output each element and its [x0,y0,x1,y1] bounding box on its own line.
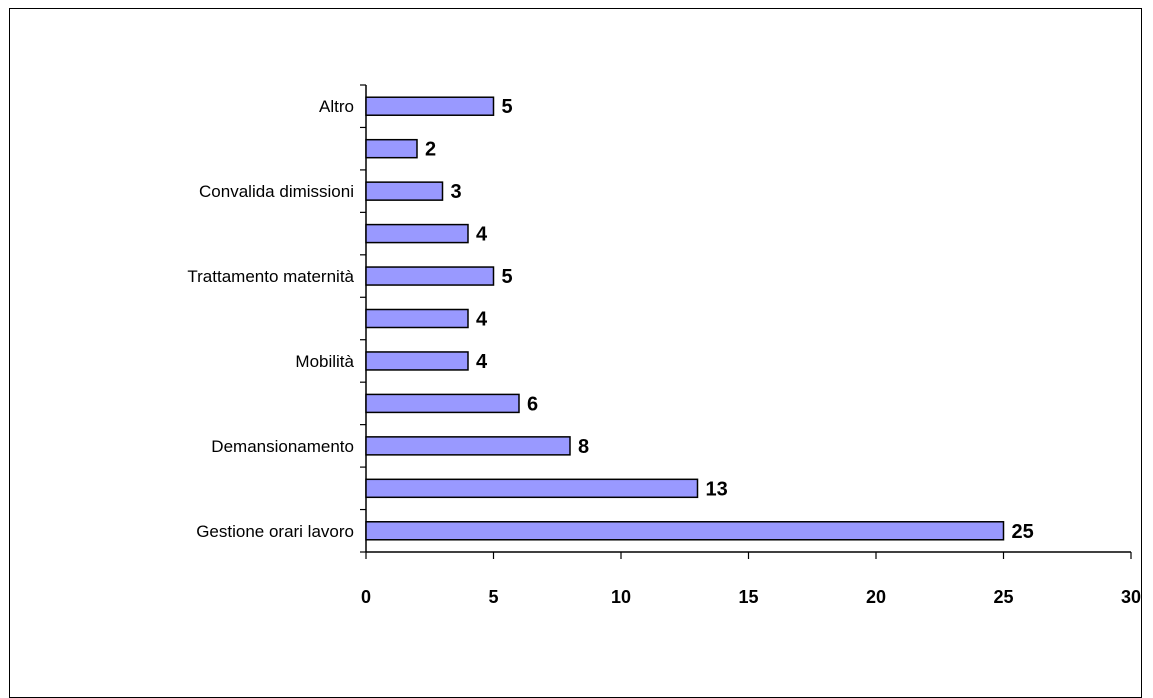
data-label: 4 [476,351,488,373]
category-label: Gestione orari lavoro [196,522,354,541]
chart-frame [9,8,1142,698]
data-label: 25 [1012,521,1034,543]
data-label: 4 [476,224,488,246]
x-tick-label: 10 [611,587,631,607]
bar [365,478,699,499]
category-label: Convalida dimissioni [199,182,354,201]
bar [365,138,418,159]
data-label: 6 [527,393,538,415]
bar [365,223,469,244]
bar [365,308,469,329]
data-label: 2 [425,139,436,161]
x-tick-label: 5 [488,587,498,607]
data-label: 3 [451,181,462,203]
data-label: 13 [706,478,728,500]
x-tick-label: 20 [866,587,886,607]
category-label: Demansionamento [211,437,354,456]
data-label: 5 [502,266,513,288]
bar [365,521,1005,541]
category-label: Trattamento maternità [187,267,354,286]
bar [365,436,571,456]
data-label: 8 [578,436,589,458]
data-label: 5 [502,96,513,118]
x-tick-label: 0 [361,587,371,607]
bar [365,181,444,201]
bar [365,351,469,371]
x-tick-label: 15 [738,587,758,607]
bar [365,266,495,286]
category-label: Altro [319,97,354,116]
bar [365,393,520,414]
bar [365,96,495,116]
data-label: 4 [476,309,488,331]
x-tick-label: 30 [1121,587,1141,607]
category-label: Mobilità [295,352,354,371]
x-tick-label: 25 [993,587,1013,607]
